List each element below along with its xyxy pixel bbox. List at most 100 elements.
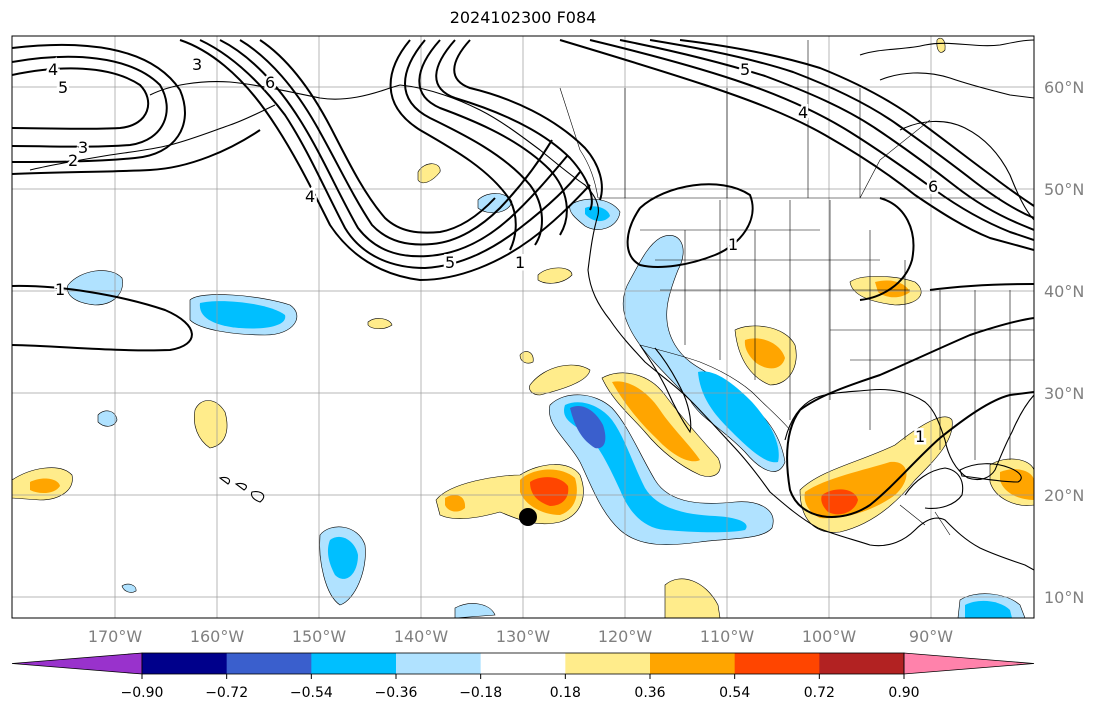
contour-line — [418, 39, 568, 236]
contour-line — [859, 197, 915, 301]
colorbar-label: 0.72 — [804, 685, 835, 701]
negative-anomaly-region — [965, 600, 1012, 618]
positive-anomaly-region — [367, 318, 393, 330]
hudson-bay-coast — [899, 120, 1034, 221]
colorbar-extend-high — [903, 652, 1035, 675]
negative-anomaly-region — [454, 603, 496, 618]
positive-anomaly-region — [936, 37, 946, 53]
colorbar-label: −0.72 — [205, 685, 248, 701]
contour-line — [929, 283, 1034, 291]
cuba-coastline — [959, 463, 1022, 483]
negative-anomaly-region — [698, 371, 779, 463]
contour-line — [12, 55, 168, 148]
colorbar-segment — [396, 653, 482, 674]
lat-label: 10°N — [1044, 588, 1084, 607]
contour-line — [219, 39, 569, 258]
positive-anomaly-region — [529, 364, 591, 396]
contour-line — [799, 317, 1034, 411]
negative-anomaly-region — [564, 402, 747, 533]
colorbar-label: 0.36 — [634, 685, 665, 701]
contour-label: 3 — [78, 138, 88, 157]
contour-line — [12, 67, 150, 130]
positive-anomaly-region — [530, 477, 569, 506]
colorbar-segment — [819, 653, 905, 674]
us-state-lines — [640, 200, 1034, 460]
lat-label: 50°N — [1044, 180, 1084, 199]
lon-label: 110°W — [700, 627, 755, 646]
colorbar-label: −0.54 — [290, 685, 333, 701]
contour-label: 5 — [740, 60, 750, 79]
canada-provinces — [624, 40, 931, 199]
contour-line — [679, 39, 1034, 207]
contour-label: 6 — [265, 73, 275, 92]
baja-california-coastline — [639, 344, 692, 434]
contour-label: 4 — [305, 187, 315, 206]
positive-anomaly-region — [537, 267, 573, 284]
lon-label: 90°W — [909, 627, 953, 646]
contour-line — [404, 39, 543, 246]
contour-line — [435, 39, 593, 211]
negative-anomaly-region — [585, 206, 610, 222]
contour-line — [179, 39, 591, 282]
alaska-coastline — [149, 81, 401, 100]
contour-line — [259, 39, 496, 234]
lon-label: 130°W — [496, 627, 551, 646]
central-america-borders — [899, 504, 951, 536]
contour-label: 1 — [515, 253, 525, 272]
contour-label: 1 — [915, 427, 925, 446]
yucatan-coastline — [904, 467, 964, 509]
contour-line — [589, 39, 1034, 241]
colorbar-segment — [311, 653, 397, 674]
colorbar-segment — [734, 653, 820, 674]
colorbar-segment — [142, 653, 228, 674]
contour-line — [389, 39, 517, 251]
positive-anomaly-region — [612, 381, 700, 462]
colorbar-label: 0.54 — [719, 685, 750, 701]
colorbar-segment — [650, 653, 736, 674]
contour-label: 1 — [728, 235, 738, 254]
lon-label: 170°W — [88, 627, 143, 646]
colorbar-label: −0.18 — [459, 685, 502, 701]
lat-label: 40°N — [1044, 282, 1084, 301]
colorbar-segment — [480, 653, 566, 674]
map-title: 2024102300 F084 — [449, 8, 597, 27]
lat-label: 20°N — [1044, 486, 1084, 505]
contour-label: 4 — [48, 60, 58, 79]
negative-anomaly-region — [570, 405, 606, 449]
negative-anomaly-region — [97, 410, 118, 427]
contour-label: 5 — [445, 253, 455, 272]
latitude-labels: 60°N 50°N 40°N 30°N 20°N 10°N — [1044, 78, 1084, 607]
negative-anomaly-region — [121, 583, 137, 593]
contour-line — [786, 391, 1034, 518]
contour-label: 6 — [928, 177, 938, 196]
lon-label: 120°W — [598, 627, 653, 646]
contour-label: 1 — [55, 280, 65, 299]
contour-label: 2 — [68, 151, 78, 170]
contour-line — [559, 39, 1034, 251]
lon-label: 160°W — [190, 627, 245, 646]
contour-line — [12, 129, 261, 175]
political-borders — [559, 40, 1034, 536]
positive-anomaly-region — [1000, 469, 1034, 500]
contour-line — [12, 43, 186, 163]
positive-anomaly-region — [445, 495, 466, 512]
contour-labels: 4 5 3 2 3 6 4 5 1 1 1 5 4 6 1 — [46, 53, 941, 449]
contour-line — [619, 39, 1034, 231]
lon-label: 100°W — [802, 627, 857, 646]
us-mexico-border — [639, 344, 791, 431]
contour-line — [626, 183, 754, 268]
map-frame — [11, 35, 1035, 619]
contour-lines — [12, 39, 1034, 518]
longitude-labels: 170°W 160°W 150°W 140°W 130°W 120°W 110°… — [88, 627, 953, 646]
contour-label: 4 — [798, 103, 808, 122]
lat-label: 60°N — [1044, 78, 1084, 97]
positive-anomaly-region — [821, 489, 858, 515]
colorbar-label: 0.18 — [550, 685, 581, 701]
contour-line — [453, 39, 603, 201]
positive-anomaly-region — [30, 478, 60, 494]
contour-line — [649, 39, 1034, 219]
lon-label: 150°W — [292, 627, 347, 646]
alaska-canada-border — [559, 87, 599, 199]
colorbar-extend-low — [11, 652, 143, 675]
